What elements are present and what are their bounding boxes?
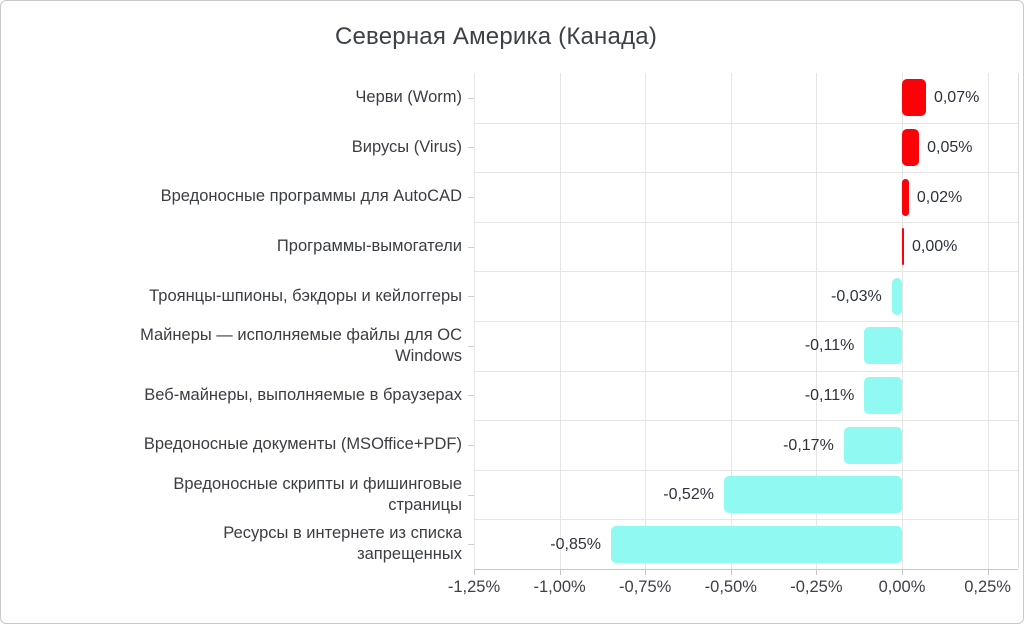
category-label: Вредоносные программы для AutoCAD	[160, 187, 462, 206]
category-label: Ресурсы в интернете из списка запрещенны…	[223, 524, 462, 564]
axis-tick-label: -1,00%	[533, 578, 586, 596]
category-tick	[468, 345, 474, 347]
axis-tick	[730, 569, 732, 575]
row-separator	[474, 370, 1018, 372]
bar-negative	[723, 476, 902, 514]
chart-title: Северная Америка (Канада)	[334, 23, 658, 50]
row-separator	[474, 271, 1018, 273]
category-label: Майнеры — исполняемые файлы для ОС Windo…	[140, 325, 462, 365]
bar-value-label: -0,52%	[663, 486, 714, 504]
axis-tick	[987, 569, 989, 575]
category-tick	[468, 246, 474, 248]
row-separator	[474, 122, 1018, 124]
category-label: Черви (Worm)	[355, 88, 462, 107]
bar-negative	[891, 277, 902, 315]
axis-tick-label: 0,25%	[964, 578, 1011, 596]
axis-tick	[902, 569, 903, 575]
axis-tick-label: -0,75%	[619, 578, 672, 596]
bar-value-label: -0,85%	[550, 535, 601, 553]
row-separator	[474, 519, 1018, 521]
category-label: Вирусы (Virus)	[351, 137, 462, 156]
bar-value-label: -0,17%	[783, 436, 834, 454]
bar-value-label: -0,11%	[804, 386, 855, 404]
bar-value-label: 0,02%	[916, 188, 963, 206]
axis-tick-label: -0,50%	[704, 578, 757, 596]
axis-tick	[816, 569, 818, 575]
axis-tick	[474, 569, 475, 575]
category-tick	[468, 97, 474, 99]
bar-value-label: -0,11%	[804, 337, 855, 355]
bar-positive	[902, 228, 904, 266]
category-tick	[468, 395, 474, 397]
category-label: Веб-майнеры, выполняемые в браузерах	[144, 385, 462, 404]
category-label: Вредоносные скрипты и фишинговые страниц…	[173, 474, 462, 514]
category-tick	[468, 544, 474, 546]
bar-negative	[864, 327, 902, 365]
bar-negative	[843, 426, 902, 464]
row-separator	[474, 172, 1018, 174]
bar-positive	[902, 178, 909, 216]
bar-value-label: 0,07%	[933, 89, 980, 107]
bar-negative	[864, 376, 902, 414]
row-separator	[474, 469, 1018, 471]
bar-value-label: -0,03%	[831, 287, 882, 305]
plot-right-border	[1018, 73, 1019, 569]
axis-tick-label: -1,25%	[447, 578, 501, 596]
category-tick	[468, 147, 474, 149]
bar-positive	[902, 128, 920, 166]
x-axis-line	[474, 569, 1018, 570]
bar-value-label: 0,00%	[912, 238, 958, 256]
bar-value-label: 0,05%	[927, 138, 973, 156]
category-tick	[468, 494, 474, 496]
category-tick	[468, 445, 474, 446]
axis-tick	[559, 569, 561, 575]
row-separator	[474, 221, 1018, 223]
bar-negative	[610, 525, 902, 563]
row-separator	[474, 420, 1018, 422]
axis-tick	[645, 569, 647, 575]
row-separator	[474, 321, 1018, 322]
axis-tick-label: -0,25%	[790, 578, 843, 596]
category-label: Вредоносные документы (MSOffice+PDF)	[143, 435, 462, 454]
category-label: Программы-вымогатели	[276, 237, 462, 256]
category-tick	[468, 197, 474, 198]
category-label: Троянцы-шпионы, бэкдоры и кейлоггеры	[149, 286, 462, 305]
category-tick	[468, 296, 474, 298]
bar-positive	[902, 79, 926, 117]
axis-tick-label: 0,00%	[878, 578, 926, 596]
